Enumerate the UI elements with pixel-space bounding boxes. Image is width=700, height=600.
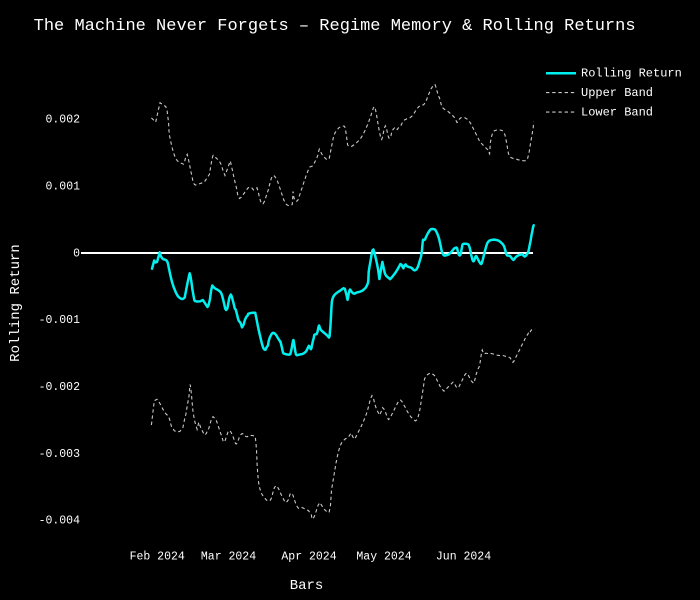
svg-text:Feb 2024: Feb 2024 <box>130 551 185 564</box>
svg-text:0.001: 0.001 <box>45 181 80 194</box>
svg-text:May 2024: May 2024 <box>356 551 411 564</box>
svg-text:0.002: 0.002 <box>45 114 80 127</box>
svg-text:-0.003: -0.003 <box>39 448 81 461</box>
svg-text:Rolling Return: Rolling Return <box>581 67 682 81</box>
svg-text:Lower Band: Lower Band <box>581 106 653 120</box>
svg-text:Mar 2024: Mar 2024 <box>201 551 256 564</box>
svg-text:Bars: Bars <box>290 578 324 594</box>
svg-text:Rolling Return: Rolling Return <box>8 244 24 362</box>
svg-text:-0.001: -0.001 <box>39 314 81 327</box>
svg-text:Apr 2024: Apr 2024 <box>281 551 336 564</box>
svg-text:-0.004: -0.004 <box>39 515 81 528</box>
svg-text:The Machine Never Forgets – Re: The Machine Never Forgets – Regime Memor… <box>34 17 636 36</box>
svg-text:-0.002: -0.002 <box>39 381 81 394</box>
svg-text:Upper Band: Upper Band <box>581 86 653 100</box>
svg-text:Jun 2024: Jun 2024 <box>436 551 491 564</box>
svg-text:0: 0 <box>73 247 80 260</box>
